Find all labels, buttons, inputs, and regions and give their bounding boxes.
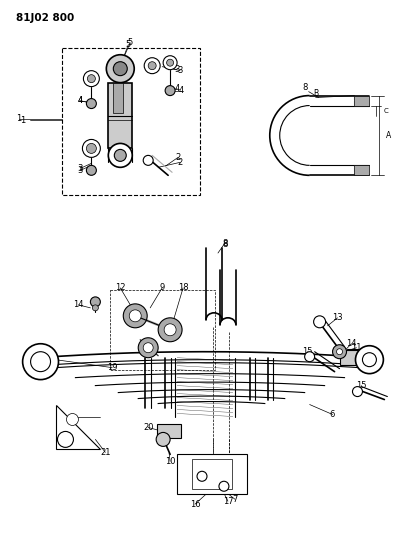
Circle shape <box>106 55 134 83</box>
Circle shape <box>219 481 229 491</box>
Circle shape <box>86 99 96 109</box>
Text: 5: 5 <box>128 38 133 47</box>
Circle shape <box>143 343 153 353</box>
Text: 3: 3 <box>175 65 180 74</box>
Circle shape <box>333 345 346 359</box>
Bar <box>110 290 215 370</box>
Text: 15: 15 <box>356 381 367 390</box>
Circle shape <box>165 86 175 95</box>
Circle shape <box>114 149 126 161</box>
Text: 4: 4 <box>178 86 184 95</box>
Circle shape <box>355 346 383 374</box>
Text: 20: 20 <box>143 423 153 432</box>
Text: 6: 6 <box>330 410 335 419</box>
Text: 4: 4 <box>78 96 83 105</box>
Text: 21: 21 <box>100 448 111 457</box>
Circle shape <box>352 386 363 397</box>
Text: 17: 17 <box>223 497 233 506</box>
Circle shape <box>82 140 101 157</box>
Circle shape <box>113 62 127 76</box>
Text: 14: 14 <box>346 339 357 348</box>
Text: 4: 4 <box>175 84 180 93</box>
Circle shape <box>363 353 376 367</box>
Circle shape <box>86 143 96 154</box>
Text: 10: 10 <box>165 457 175 466</box>
Circle shape <box>66 414 79 425</box>
Text: 8: 8 <box>222 239 228 248</box>
Circle shape <box>314 316 326 328</box>
Bar <box>157 424 181 439</box>
Circle shape <box>88 75 95 83</box>
Text: 1: 1 <box>20 116 25 125</box>
Bar <box>354 95 370 106</box>
Polygon shape <box>55 405 101 449</box>
Text: 7: 7 <box>232 495 238 504</box>
Text: 12: 12 <box>115 284 125 293</box>
Text: 3: 3 <box>78 166 83 175</box>
Text: 8: 8 <box>222 239 228 248</box>
Text: 14: 14 <box>73 301 84 309</box>
Bar <box>113 83 123 112</box>
Circle shape <box>337 349 343 354</box>
Bar <box>192 459 232 489</box>
Circle shape <box>164 324 176 336</box>
Bar <box>108 83 132 148</box>
Circle shape <box>163 56 177 70</box>
Text: 18: 18 <box>178 284 188 293</box>
Circle shape <box>158 318 182 342</box>
Text: 9: 9 <box>160 284 165 293</box>
Text: 19: 19 <box>107 363 118 372</box>
Text: 3: 3 <box>78 164 83 173</box>
Circle shape <box>138 338 158 358</box>
Circle shape <box>148 62 156 70</box>
Circle shape <box>156 432 170 446</box>
Circle shape <box>305 352 315 362</box>
Circle shape <box>143 156 153 165</box>
Circle shape <box>129 310 141 322</box>
Bar <box>339 350 370 365</box>
Text: 8: 8 <box>302 83 307 92</box>
Circle shape <box>90 297 101 307</box>
Text: 5: 5 <box>126 41 131 49</box>
Circle shape <box>197 471 207 481</box>
Bar <box>354 165 370 175</box>
Circle shape <box>144 58 160 74</box>
Text: C: C <box>383 108 388 114</box>
Text: 1: 1 <box>16 114 21 123</box>
Text: B: B <box>313 89 318 98</box>
Circle shape <box>92 305 98 311</box>
Text: 4: 4 <box>78 96 83 105</box>
Circle shape <box>83 71 99 87</box>
Text: 81J02 800: 81J02 800 <box>15 13 74 23</box>
Bar <box>26 357 55 367</box>
Circle shape <box>23 344 59 379</box>
Circle shape <box>31 352 50 372</box>
Circle shape <box>166 59 174 66</box>
Text: 16: 16 <box>190 499 200 508</box>
Circle shape <box>123 304 147 328</box>
Bar <box>63 48 200 195</box>
Text: 15: 15 <box>302 347 313 356</box>
Text: 2: 2 <box>177 158 183 167</box>
Circle shape <box>108 143 132 167</box>
Circle shape <box>86 165 96 175</box>
Circle shape <box>57 431 73 447</box>
Bar <box>177 454 247 494</box>
Text: 3: 3 <box>177 66 183 75</box>
Text: 13: 13 <box>332 313 343 322</box>
Text: 11: 11 <box>351 343 362 352</box>
Text: 2: 2 <box>175 153 181 162</box>
Text: A: A <box>386 131 392 140</box>
